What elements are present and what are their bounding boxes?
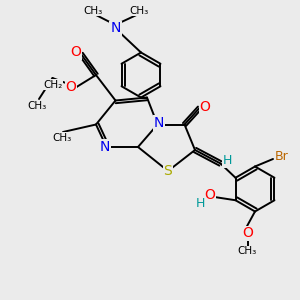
Text: H: H (222, 154, 232, 167)
Text: CH₃: CH₃ (52, 133, 71, 143)
Text: O: O (204, 188, 215, 202)
Text: N: N (154, 116, 164, 130)
Text: CH₃: CH₃ (28, 100, 47, 111)
Text: S: S (164, 164, 172, 178)
Text: O: O (70, 46, 81, 59)
Text: CH₃: CH₃ (130, 5, 149, 16)
Text: H: H (196, 197, 205, 210)
Text: Br: Br (275, 150, 289, 164)
Text: CH₂: CH₂ (43, 80, 62, 90)
Text: CH₃: CH₃ (238, 246, 257, 256)
Text: N: N (110, 22, 121, 35)
Text: O: O (200, 100, 210, 113)
Text: O: O (66, 80, 76, 94)
Text: CH₃: CH₃ (83, 5, 103, 16)
Text: N: N (100, 140, 110, 154)
Text: O: O (242, 226, 253, 240)
